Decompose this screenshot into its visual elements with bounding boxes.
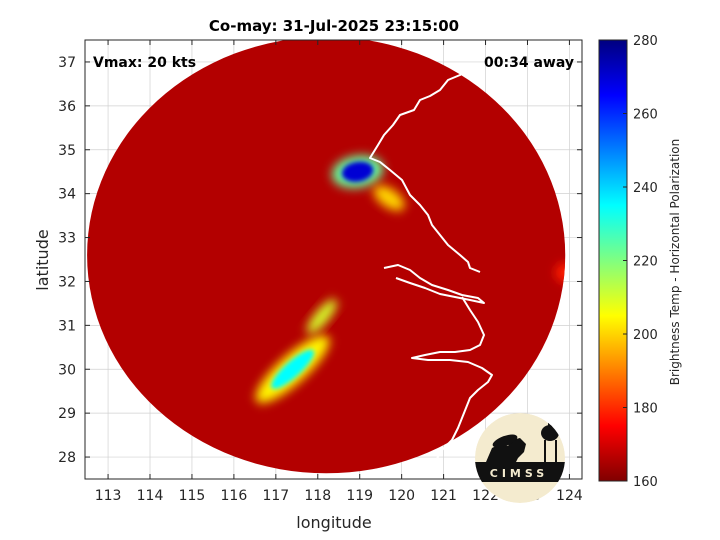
colorbar-ticks: 160 180 200 220 240 260 280 [623,34,658,490]
coastline [369,40,511,461]
colorbar [598,39,628,482]
x-tick-label: 115 [179,488,206,504]
colorbar-label: Brightness Temp - Horizontal Polarizatio… [668,139,682,386]
time-away-annotation: 00:34 away [484,55,574,71]
y-tick-label: 33 [58,231,76,247]
feature-blob [555,262,566,283]
x-tick-label: 114 [137,488,164,504]
swath-disk [87,40,566,474]
heat-features [255,155,566,404]
x-tick-label: 117 [262,488,289,504]
feature-cold-core-north [331,155,384,189]
colorbar-tick-label: 240 [633,181,658,196]
colorbar-tick-label: 180 [633,402,658,417]
feature-blob [306,299,338,335]
colorbar-tick-label: 280 [633,34,658,49]
feature-band-south-tail [306,299,338,335]
colorbar-tick-label: 220 [633,255,658,270]
colorbar-tick-label: 160 [633,475,658,490]
colorbar-tick-label: 260 [633,108,658,123]
feature-band-south [255,335,330,404]
y-tick-label: 28 [58,450,76,466]
y-tick-label: 37 [58,55,76,71]
x-tick-label: 120 [388,488,415,504]
y-tick-label: 29 [58,406,76,422]
x-tick-label: 113 [95,488,122,504]
logo-text: CIMSS [490,467,548,480]
feature-blob [341,161,374,182]
x-tick-label: 116 [221,488,248,504]
feature-blob [271,349,315,389]
coastline-south [411,296,493,461]
colorbar-tick-label: 200 [633,328,658,343]
y-tick-label: 35 [58,143,76,159]
vmax-annotation: Vmax: 20 kts [93,55,196,71]
coastline-river [383,264,485,304]
coastline-north [369,40,511,273]
y-tick-label: 32 [58,274,76,290]
x-tick-label: 118 [304,488,331,504]
chart-title: Co-may: 31-Jul-2025 23:15:00 [209,17,459,35]
y-tick-label: 30 [58,362,76,378]
y-tick-label: 31 [58,318,76,334]
feature-blob [373,185,405,211]
y-tick-label: 34 [58,187,76,203]
y-ticks: 28 29 30 31 32 33 34 35 36 37 [58,55,582,466]
axes-box [84,39,583,480]
feature-patch-east [555,262,566,283]
y-axis-label: latitude [33,229,52,290]
x-tick-label: 124 [556,488,583,504]
y-tick-label: 36 [58,99,76,115]
cimss-logo: CIMSS [475,413,565,503]
x-tick-label: 119 [346,488,373,504]
feature-band-north-tail [373,185,405,211]
x-tick-label: 121 [430,488,457,504]
x-axis-label: longitude [296,513,371,532]
